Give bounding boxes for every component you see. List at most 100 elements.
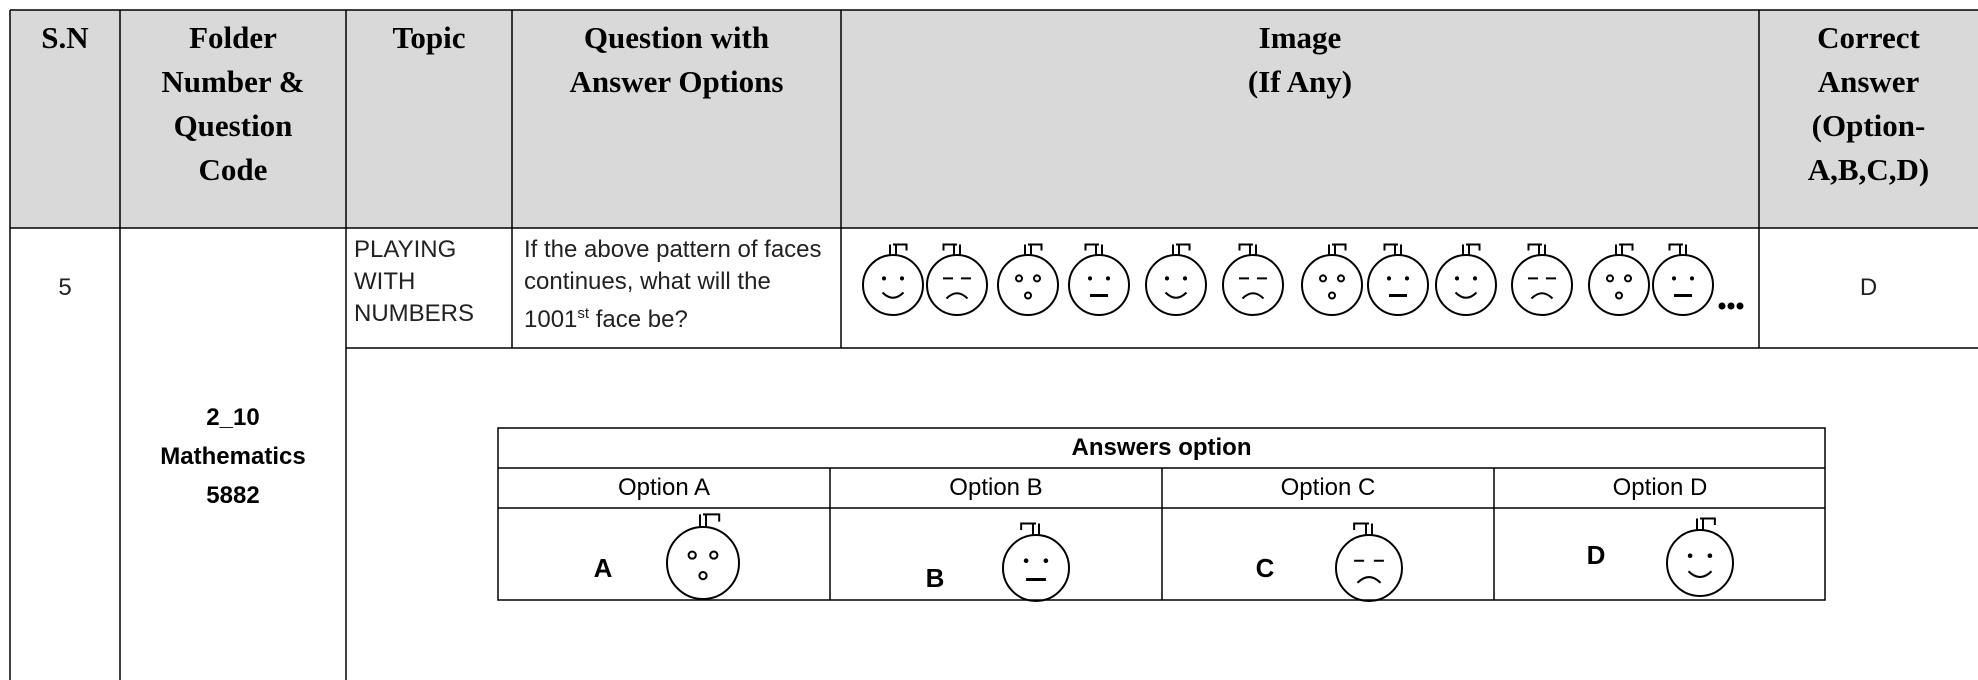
text-line: Code [198,152,268,187]
face-part [1241,292,1265,300]
face-part [1687,570,1713,579]
face-part [1736,302,1744,310]
face-part [1727,302,1735,310]
face-part [1164,276,1170,281]
face-part [1367,254,1429,316]
header-bg [10,10,1978,228]
face-part [1238,243,1257,255]
answers-title: Answers option [1071,434,1252,461]
correct-answer: D [1859,274,1878,301]
face-part [942,243,961,255]
sn: 5 [58,274,72,301]
face-part [1383,243,1402,255]
face-part [1671,276,1677,281]
face-part [1002,534,1070,602]
face-part [687,550,697,560]
face-part [1588,254,1650,316]
face-part [1024,291,1032,300]
text-line: (If Any) [1247,64,1353,99]
face-part [1624,274,1632,283]
face-part [1454,291,1478,299]
text-line: Correct [1817,20,1920,55]
folder-code: 2_10 Mathematics 5882 [120,398,346,515]
face-part [1404,276,1410,281]
option-label: Option B [949,474,1043,501]
text-line: 2_10 [206,404,260,431]
text-line: A,B,C,D) [1807,152,1930,187]
face-part [1666,529,1734,597]
face-part [1164,291,1188,299]
face-part [1335,534,1403,602]
face-part [1615,243,1634,255]
face-part [1337,274,1345,283]
face-part [699,513,721,527]
face-part [1386,276,1392,281]
header-topic: Topic [392,20,466,55]
face-part [1020,522,1040,535]
face-part [1696,517,1716,530]
text-line: Folder [189,20,277,55]
face-part [666,526,740,600]
face-part [1530,292,1554,300]
face-part [1087,276,1093,281]
face-part [1328,291,1336,300]
face-part [1105,276,1111,281]
face-part [709,550,719,560]
face-part [1319,274,1327,283]
question-sup: st [577,305,590,322]
face-part [889,243,908,255]
text-line: Image [1258,20,1342,55]
option-label: Option D [1612,474,1708,501]
text-line: Question [173,108,293,143]
text-line: Number & [161,64,305,99]
faces [666,243,1744,602]
question: If the above pattern of faces continues,… [524,234,839,336]
text-line: Answer Options [569,64,784,99]
header-question: Question with Answer Options [512,10,841,104]
text-line: Mathematics [160,443,306,470]
face-part [1718,302,1726,310]
face-part [1435,254,1497,316]
face-part [1472,276,1478,281]
text-line: 5882 [206,482,260,509]
text-line: WITH [354,268,416,295]
face-part [1356,576,1382,584]
option-letter: C [1255,553,1275,583]
face-part [1606,274,1614,283]
question-text: face be? [589,306,688,333]
face-part [1328,243,1347,255]
grid [9,9,1978,680]
face-part [1033,274,1041,283]
option-letter: A [593,553,613,583]
option-label: Option C [1280,474,1376,501]
face-part [1668,243,1687,255]
face-part [1462,243,1481,255]
text-line: Question with [583,20,770,55]
face-part [997,254,1059,316]
option-letter: B [925,563,945,593]
face-part [1707,553,1713,559]
face-part [1222,254,1284,316]
face-part [1301,254,1363,316]
face-part [1687,553,1693,559]
face-part [1182,276,1188,281]
face-part [945,292,969,300]
face-part [862,254,924,316]
topic: PLAYING WITH NUMBERS [354,234,514,330]
face-part [1652,254,1714,316]
face-part [899,276,905,281]
face-part [1511,254,1573,316]
face-part [1172,243,1191,255]
face-part [1023,558,1029,564]
face-part [1015,274,1023,283]
text-line: Answer [1817,64,1920,99]
face-part [1084,243,1103,255]
header-folder: Folder Number & Question Code [120,10,346,192]
face-part [1145,254,1207,316]
question-text: If the above pattern of faces continues,… [524,236,822,333]
face-part [1454,276,1460,281]
face-part [926,254,988,316]
face-part [698,571,708,581]
face-part [1527,243,1546,255]
